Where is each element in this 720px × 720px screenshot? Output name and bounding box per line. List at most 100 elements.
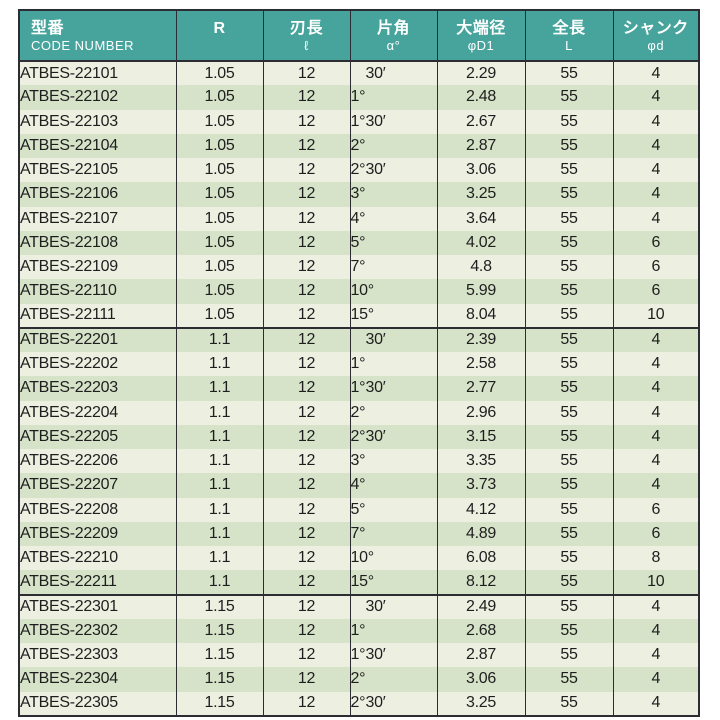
header-row: 型番 CODE NUMBER R 刃長 ℓ 片角 α° 大端径 φD1 全長 L シャンク φd (19, 10, 699, 62)
cell-d1: 2.49 (436, 593, 525, 619)
cell-d1: 4.02 (436, 230, 525, 255)
cell-code: ATBES-22211 (19, 570, 176, 595)
cell-d1: 4.8 (436, 255, 525, 280)
cell-len: 55 (524, 643, 613, 668)
cell-flute: 12 (262, 667, 350, 692)
cell-r: 1.1 (175, 376, 263, 401)
angle-degrees: 2° (350, 694, 366, 712)
table-row: ATBES-22210 1.1 12 10° 6.08 55 8 (19, 546, 699, 571)
cell-len: 55 (524, 303, 613, 328)
cell-code: ATBES-22207 (19, 473, 176, 498)
column-header-len-line2: L (565, 37, 573, 53)
angle-degrees: 1° (350, 112, 366, 130)
spec-table: 型番 CODE NUMBER R 刃長 ℓ 片角 α° 大端径 φD1 全長 L シャンク φd ATB… (18, 9, 700, 717)
table-row: ATBES-22209 1.1 12 7° 4.89 55 6 (19, 521, 699, 546)
cell-len: 55 (524, 206, 613, 231)
table-row: ATBES-22108 1.05 12 5° 4.02 55 6 (19, 230, 699, 255)
cell-len: 55 (524, 521, 613, 546)
cell-len: 55 (524, 546, 613, 571)
cell-r: 1.05 (175, 133, 263, 158)
cell-shank: 4 (612, 643, 699, 668)
cell-r: 1.1 (175, 326, 263, 352)
cell-angle: 2° (349, 133, 437, 158)
cell-d1: 3.64 (436, 206, 525, 231)
cell-len: 55 (524, 352, 613, 377)
cell-angle: 30′ (349, 326, 437, 352)
cell-r: 1.15 (175, 667, 263, 692)
cell-d1: 3.73 (436, 473, 525, 498)
angle-minutes: 30′ (365, 694, 386, 712)
angle-minutes: 30′ (365, 598, 386, 616)
cell-shank: 4 (612, 424, 699, 449)
cell-d1: 4.89 (436, 521, 525, 546)
table-row: ATBES-22303 1.15 12 1°30′ 2.87 55 4 (19, 643, 699, 668)
column-header-r-line1: R (213, 19, 226, 37)
cell-shank: 6 (612, 497, 699, 522)
column-header-flute: 刃長 ℓ (262, 10, 350, 62)
angle-minutes: 30′ (365, 64, 386, 82)
cell-angle: 1° (349, 618, 437, 643)
table-row: ATBES-22103 1.05 12 1°30′ 2.67 55 4 (19, 109, 699, 134)
angle-degrees: 1° (350, 355, 366, 373)
column-header-angle: 片角 α° (349, 10, 437, 62)
cell-len: 55 (524, 326, 613, 352)
cell-angle: 10° (349, 279, 437, 304)
cell-d1: 2.77 (436, 376, 525, 401)
angle-degrees: 10° (350, 549, 374, 567)
cell-code: ATBES-22304 (19, 667, 176, 692)
angle-minutes: 30′ (365, 331, 386, 349)
cell-shank: 4 (612, 473, 699, 498)
cell-len: 55 (524, 593, 613, 619)
cell-angle: 4° (349, 206, 437, 231)
cell-d1: 3.06 (436, 158, 525, 183)
cell-len: 55 (524, 691, 613, 716)
angle-degrees: 1° (350, 379, 366, 397)
cell-shank: 6 (612, 279, 699, 304)
cell-d1: 3.25 (436, 182, 525, 207)
cell-angle: 2° (349, 400, 437, 425)
table-row: ATBES-22206 1.1 12 3° 3.35 55 4 (19, 449, 699, 474)
cell-angle: 3° (349, 449, 437, 474)
table-row: ATBES-22207 1.1 12 4° 3.73 55 4 (19, 473, 699, 498)
cell-shank: 4 (612, 593, 699, 619)
cell-r: 1.1 (175, 473, 263, 498)
cell-d1: 8.04 (436, 303, 525, 328)
cell-angle: 2° (349, 667, 437, 692)
angle-degrees: 1° (350, 88, 366, 106)
cell-d1: 2.67 (436, 109, 525, 134)
cell-shank: 8 (612, 546, 699, 571)
cell-code: ATBES-22109 (19, 255, 176, 280)
table-row: ATBES-22205 1.1 12 2°30′ 3.15 55 4 (19, 424, 699, 449)
cell-shank: 10 (612, 303, 699, 328)
cell-flute: 12 (262, 158, 350, 183)
cell-angle: 1°30′ (349, 376, 437, 401)
cell-flute: 12 (262, 376, 350, 401)
cell-shank: 4 (612, 109, 699, 134)
cell-flute: 12 (262, 643, 350, 668)
cell-code: ATBES-22102 (19, 85, 176, 110)
cell-flute: 12 (262, 593, 350, 619)
cell-r: 1.1 (175, 449, 263, 474)
cell-r: 1.05 (175, 85, 263, 110)
cell-r: 1.15 (175, 618, 263, 643)
column-header-len: 全長 L (524, 10, 613, 62)
column-header-r: R (175, 10, 263, 62)
angle-minutes: 30′ (365, 112, 386, 130)
cell-r: 1.05 (175, 255, 263, 280)
angle-degrees: 5° (350, 500, 366, 518)
cell-flute: 12 (262, 279, 350, 304)
table-row: ATBES-22105 1.05 12 2°30′ 3.06 55 4 (19, 158, 699, 183)
cell-r: 1.1 (175, 521, 263, 546)
column-header-angle-line1: 片角 (376, 19, 410, 37)
column-header-len-line1: 全長 (552, 19, 586, 37)
table-row: ATBES-22111 1.05 12 15° 8.04 55 10 (19, 303, 699, 328)
angle-degrees: 2° (350, 136, 366, 154)
cell-flute: 12 (262, 109, 350, 134)
cell-code: ATBES-22205 (19, 424, 176, 449)
cell-shank: 6 (612, 521, 699, 546)
cell-r: 1.1 (175, 570, 263, 595)
cell-code: ATBES-22301 (19, 593, 176, 619)
column-header-shank-line2: φd (647, 37, 665, 53)
angle-degrees: 15° (350, 572, 374, 590)
